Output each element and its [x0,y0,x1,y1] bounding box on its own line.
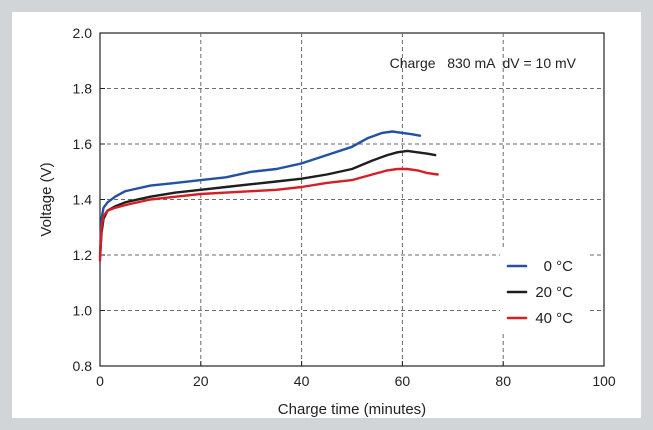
y-tick-label: 1.2 [73,247,93,263]
charge-annotation: Charge 830 mA dV = 10 mV [390,55,577,71]
x-tick-label: 40 [294,373,310,389]
y-axis-label: Voltage (V) [38,162,55,236]
y-tick-label: 0.8 [73,358,93,374]
x-tick-label: 20 [193,373,209,389]
series-line-0 [98,130,422,257]
legend: 0 °C 20 °C 40 °C [500,250,588,334]
y-tick-label: 1.8 [73,81,93,97]
legend-label: 0 °C [544,258,574,275]
x-tick-label: 80 [495,373,511,389]
series-line-2 [98,167,439,262]
y-tick-label: 2.0 [73,25,93,41]
x-tick-label: 0 [96,373,104,389]
legend-label: 40 °C [535,310,573,327]
x-tick-label: 100 [592,373,616,389]
x-axis-label: Charge time (minutes) [278,401,426,418]
series-layer [98,130,439,262]
y-tick-label: 1.0 [73,303,93,319]
y-tick-label: 1.4 [73,192,93,208]
y-tick-label: 1.6 [73,136,93,152]
tick-layer: 0 20 40 60 80 100 0.8 1.0 1.2 1.4 1.6 1.8 2.0 [73,25,616,389]
legend-label: 20 °C [535,284,573,301]
x-tick-label: 60 [395,373,411,389]
